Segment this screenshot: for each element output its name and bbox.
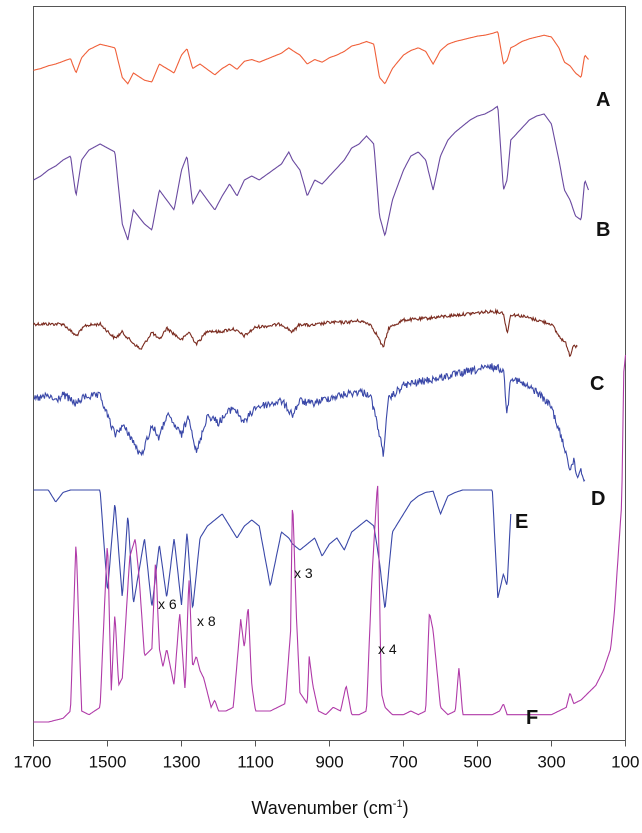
x-axis-title-main: Wavenumber (cm	[251, 798, 392, 818]
series-line-A	[33, 31, 589, 85]
x-axis-title-end: )	[403, 798, 409, 818]
series-line-B	[33, 105, 590, 241]
x-tick-label-500: 500	[463, 753, 491, 772]
x-axis-title: Wavenumber (cm-1)	[251, 798, 408, 818]
x-tick-label-700: 700	[389, 753, 417, 772]
annotation-x4: x 4	[378, 641, 397, 657]
annotation-x8: x 8	[197, 613, 216, 629]
series-label-D: D	[591, 488, 605, 510]
x-tick-label-1300: 1300	[163, 753, 201, 772]
series-label-E: E	[515, 511, 528, 533]
series-label-B: B	[596, 219, 610, 241]
annotation-x3: x 3	[294, 565, 313, 581]
series-line-F	[33, 354, 627, 723]
x-tick-label-100: 100	[611, 753, 639, 772]
x-axis-title-sup: -1	[393, 798, 403, 810]
x-tick-label-1500: 1500	[89, 753, 127, 772]
x-tick-label-900: 900	[315, 753, 343, 772]
series-line-D	[33, 363, 586, 483]
series-label-F: F	[526, 707, 538, 729]
series-label-A: A	[596, 89, 610, 111]
series-layer	[33, 31, 627, 723]
x-tick-label-1100: 1100	[237, 753, 274, 772]
series-label-C: C	[590, 373, 604, 395]
annotation-x6: x 6	[158, 596, 177, 612]
series-line-E	[33, 489, 512, 609]
x-axis-ticks: 1700 1500 1300 1100 900 700 500 300 100	[14, 740, 640, 772]
x-tick-label-300: 300	[537, 753, 565, 772]
series-line-C	[33, 307, 578, 357]
x-tick-label-1700: 1700	[14, 753, 52, 772]
